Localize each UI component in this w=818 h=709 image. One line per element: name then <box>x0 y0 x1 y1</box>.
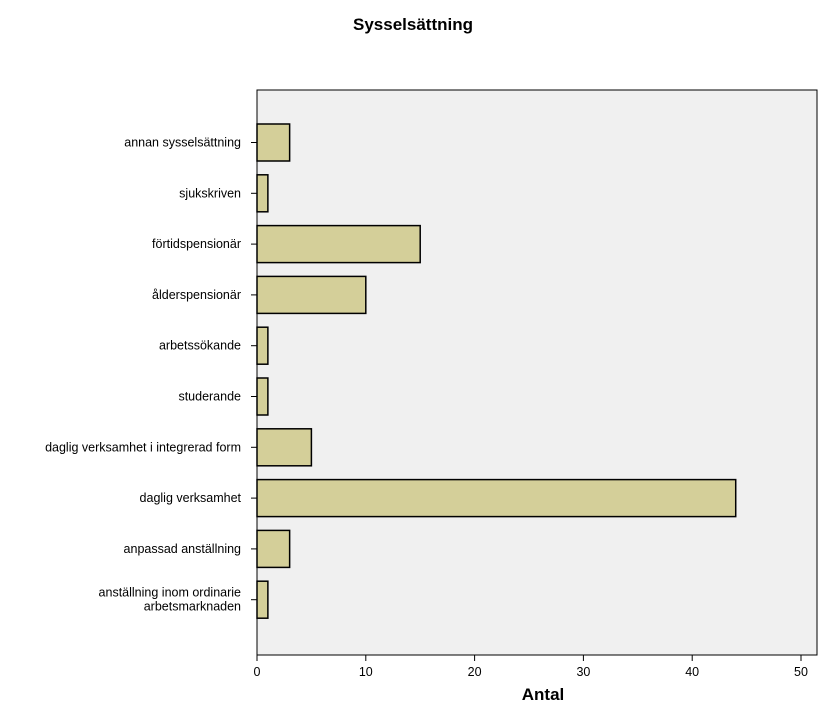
category-label: anpassad anställning <box>124 542 241 556</box>
value-tick-label: 20 <box>468 665 482 679</box>
bars-group <box>256 123 737 619</box>
bar-5 <box>256 326 269 365</box>
category-label: arbetssökande <box>159 339 241 353</box>
bar-9 <box>256 529 291 569</box>
bar-10 <box>256 580 269 619</box>
value-tick-label: 40 <box>685 665 699 679</box>
bar-8 <box>256 478 737 518</box>
bar-2 <box>256 174 269 213</box>
category-label: förtidspensionär <box>152 237 241 251</box>
category-label: studerande <box>178 390 241 404</box>
bar-4 <box>256 275 367 315</box>
category-axis: annan sysselsättning sjukskriven förtidspe… <box>45 136 257 614</box>
category-label: daglig verksamhet i integrerad form <box>45 440 241 454</box>
value-tick-label: 0 <box>254 665 261 679</box>
bar-6 <box>256 377 269 416</box>
category-label: daglig verksamhet <box>140 491 242 505</box>
value-axis: 0 10 20 30 40 50 <box>254 655 808 679</box>
category-label: anställning inom ordinarie arbetsmarknade… <box>99 586 241 614</box>
plot-area <box>256 89 818 656</box>
chart-title: Sysselsättning <box>353 15 473 34</box>
bar-1 <box>256 123 291 162</box>
bar-7 <box>256 428 313 467</box>
value-tick-label: 50 <box>794 665 808 679</box>
category-label: annan sysselsättning <box>124 136 241 150</box>
category-label: sjukskriven <box>179 186 241 200</box>
value-tick-label: 10 <box>359 665 373 679</box>
value-tick-label: 30 <box>576 665 590 679</box>
category-label: ålderspensionär <box>152 288 241 302</box>
x-axis-title: Antal <box>522 685 565 704</box>
bar-3 <box>256 224 421 264</box>
